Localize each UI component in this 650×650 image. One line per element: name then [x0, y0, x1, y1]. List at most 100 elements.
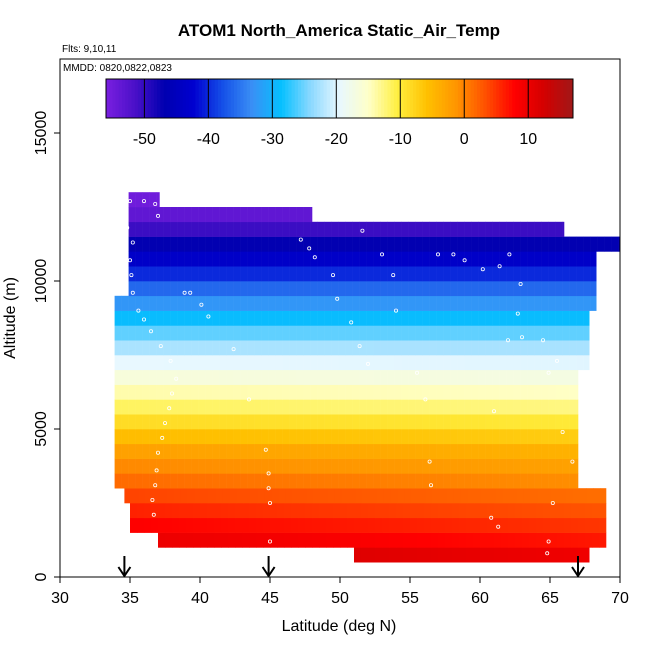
heat-cell — [212, 443, 220, 459]
colorbar-swatch — [253, 79, 257, 118]
heat-cell — [457, 295, 465, 311]
heat-cell — [170, 458, 178, 474]
heat-cell — [338, 310, 346, 326]
heat-cell — [219, 236, 227, 252]
heat-cell — [373, 281, 381, 297]
heat-cell — [303, 384, 311, 400]
track-point — [365, 361, 370, 366]
heat-cell — [359, 429, 367, 445]
colorbar-swatch — [560, 79, 564, 118]
heat-cell — [170, 236, 178, 252]
heat-cell — [324, 295, 332, 311]
heat-cell — [142, 429, 150, 445]
heat-cell — [583, 310, 590, 326]
heat-cell — [380, 443, 388, 459]
heat-cell — [240, 221, 248, 237]
colorbar-swatch — [461, 79, 465, 118]
heat-cell — [156, 266, 164, 282]
heat-cell — [576, 399, 579, 415]
heat-cell — [191, 429, 199, 445]
heat-cell — [541, 384, 549, 400]
colorbar-swatch — [221, 79, 225, 118]
heat-cell — [394, 414, 402, 430]
heat-cell — [394, 295, 402, 311]
colorbar-swatch — [464, 79, 468, 118]
heat-cell — [569, 473, 577, 489]
heat-cell — [303, 355, 311, 371]
heat-cell — [194, 488, 202, 504]
heat-cell — [212, 266, 220, 282]
heat-cell — [345, 429, 353, 445]
heat-cell — [333, 503, 341, 519]
heat-cell — [452, 532, 460, 548]
heat-cell — [375, 503, 383, 519]
heat-cell — [142, 325, 150, 341]
heat-cell — [191, 207, 199, 223]
heat-cell — [268, 458, 276, 474]
heat-cell — [317, 310, 325, 326]
heat-cell — [313, 488, 321, 504]
heat-cell — [436, 295, 444, 311]
heat-cell — [394, 310, 402, 326]
heat-cell — [268, 429, 276, 445]
heat-cell — [380, 340, 388, 356]
heat-cell — [289, 429, 297, 445]
heat-cell — [366, 340, 374, 356]
heat-cell — [548, 251, 556, 267]
heat-cell — [513, 295, 521, 311]
heat-cell — [499, 458, 507, 474]
track-point — [162, 421, 167, 426]
heat-cell — [590, 236, 598, 252]
heat-cell — [474, 488, 482, 504]
heat-cell — [438, 547, 446, 563]
heat-cell — [520, 473, 528, 489]
heat-cell — [205, 236, 213, 252]
heat-cell — [254, 251, 262, 267]
heat-cell — [429, 429, 437, 445]
heat-cell — [555, 473, 563, 489]
heat-cell — [492, 429, 500, 445]
colorbar-swatch — [106, 79, 110, 118]
heat-cell — [534, 355, 542, 371]
heat-cell — [205, 443, 213, 459]
heat-cell — [333, 532, 341, 548]
heat-cell — [135, 473, 143, 489]
heat-cell — [534, 429, 542, 445]
heat-cell — [464, 221, 472, 237]
heat-cell — [261, 251, 269, 267]
heat-cell — [198, 473, 206, 489]
colorbar-swatch — [166, 79, 171, 118]
heat-cell — [184, 384, 192, 400]
heat-cell — [303, 414, 311, 430]
heat-cell — [478, 310, 486, 326]
heat-cell — [296, 325, 304, 341]
heat-cell — [536, 547, 544, 563]
heat-cell — [380, 399, 388, 415]
colorbar-swatch — [441, 79, 446, 118]
heat-cell — [193, 532, 201, 548]
heat-cell — [247, 236, 255, 252]
heat-cell — [401, 310, 409, 326]
heat-cell — [564, 547, 572, 563]
heat-cell — [338, 325, 346, 341]
heat-cell — [324, 443, 332, 459]
heat-cell — [515, 532, 523, 548]
heat-cell — [226, 207, 234, 223]
heat-cell — [396, 503, 404, 519]
heat-cell — [473, 503, 481, 519]
heat-cell — [142, 384, 150, 400]
heat-cell — [597, 236, 605, 252]
heat-cell — [415, 399, 423, 415]
heat-cell — [282, 369, 290, 385]
heat-cell — [263, 517, 271, 533]
heat-cell — [247, 355, 255, 371]
heat-cell — [324, 458, 332, 474]
heat-cell — [576, 281, 584, 297]
heat-cell — [205, 340, 213, 356]
colorbar-swatch — [157, 79, 161, 118]
heat-cell — [317, 399, 325, 415]
heat-cell — [170, 295, 178, 311]
heat-cell — [408, 369, 416, 385]
heat-cell — [222, 488, 230, 504]
heat-cell — [184, 443, 192, 459]
